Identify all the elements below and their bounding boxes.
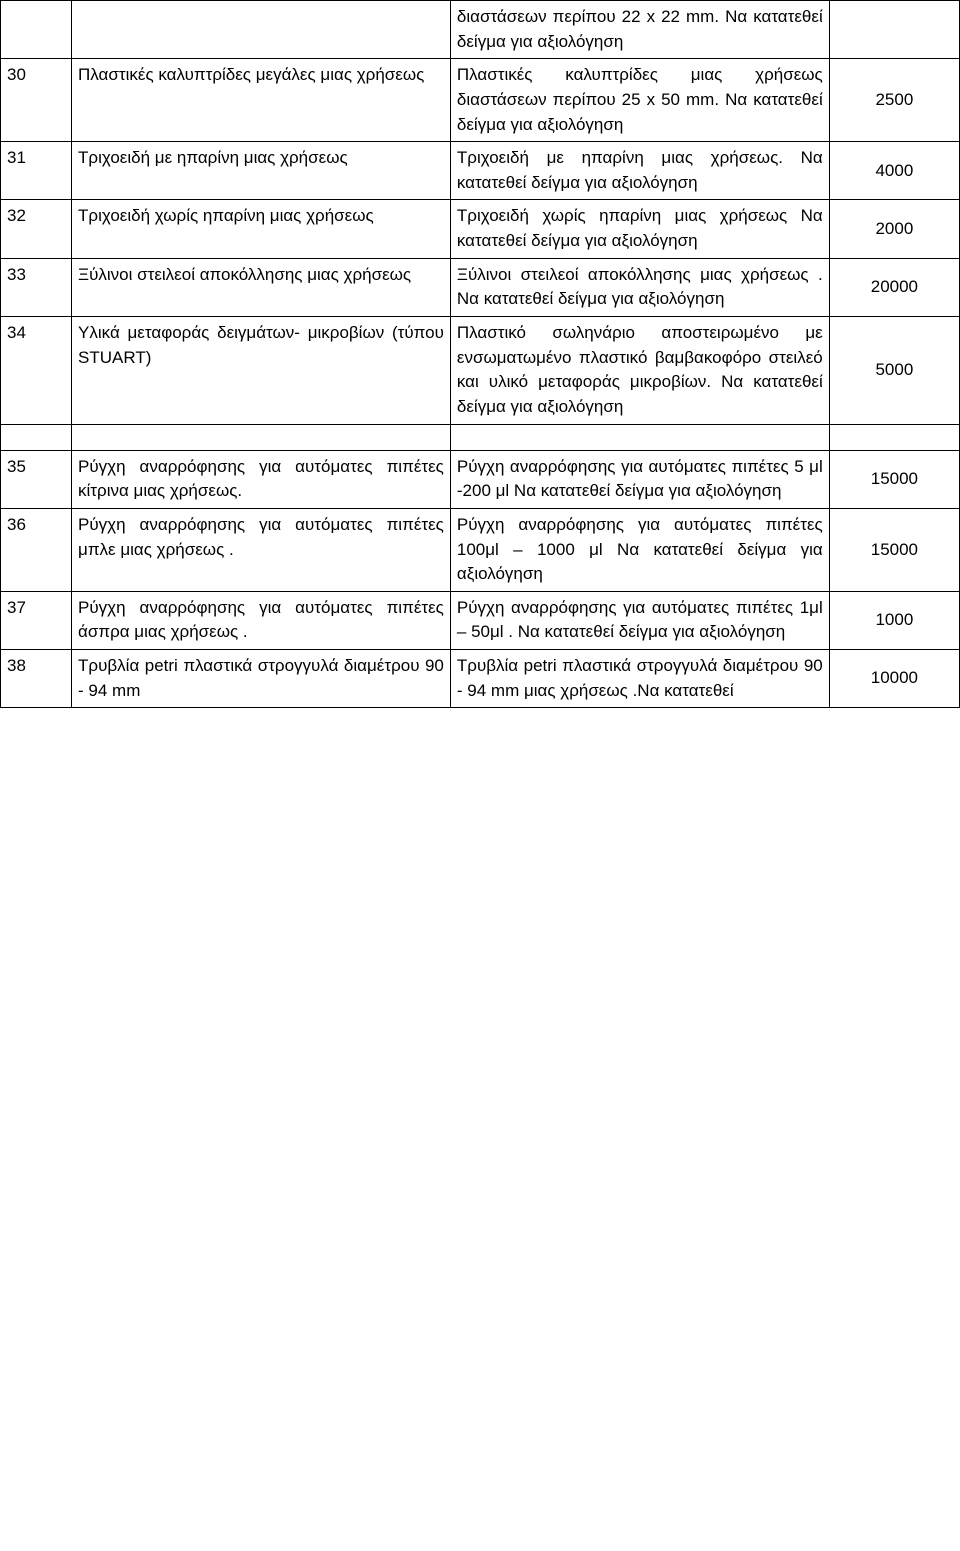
table-row: 30 Πλαστικές καλυπτρίδες μεγάλες μιας χρ…	[1, 59, 960, 142]
spec-table: διαστάσεων περίπου 22 x 22 mm. Να κατατε…	[0, 0, 960, 708]
cell-desc: Ρύγχη αναρρόφησης για αυτόματες πιπέτες …	[72, 591, 451, 649]
cell-num: 34	[1, 317, 72, 425]
cell-qty	[829, 1, 959, 59]
cell-qty: 4000	[829, 142, 959, 200]
cell-spec: διαστάσεων περίπου 22 x 22 mm. Να κατατε…	[450, 1, 829, 59]
cell-num	[1, 1, 72, 59]
cell-num: 30	[1, 59, 72, 142]
cell-num: 32	[1, 200, 72, 258]
cell-qty: 15000	[829, 450, 959, 508]
cell-desc: Ρύγχη αναρρόφησης για αυτόματες πιπέτες …	[72, 508, 451, 591]
cell-spec: Ρύγχη αναρρόφησης για αυτόματες πιπέτες …	[450, 450, 829, 508]
table-row: 36 Ρύγχη αναρρόφησης για αυτόματες πιπέτ…	[1, 508, 960, 591]
table-row-empty	[1, 424, 960, 450]
cell-num: 37	[1, 591, 72, 649]
cell-desc: Πλαστικές καλυπτρίδες μεγάλες μιας χρήσε…	[72, 59, 451, 142]
cell-spec: Ρύγχη αναρρόφησης για αυτόματες πιπέτες …	[450, 591, 829, 649]
table-row: 32 Τριχοειδή χωρίς ηπαρίνη μιας χρήσεως …	[1, 200, 960, 258]
cell-num: 33	[1, 258, 72, 316]
table-row: 38 Τρυβλία petri πλαστικά στρογγυλά διαμ…	[1, 650, 960, 708]
cell-num: 36	[1, 508, 72, 591]
cell-spec: Τρυβλία petri πλαστικά στρογγυλά διαμέτρ…	[450, 650, 829, 708]
cell-desc: Τρυβλία petri πλαστικά στρογγυλά διαμέτρ…	[72, 650, 451, 708]
table-row: 31 Τριχοειδή με ηπαρίνη μιας χρήσεως Τρι…	[1, 142, 960, 200]
cell-num: 38	[1, 650, 72, 708]
cell-qty	[829, 424, 959, 450]
cell-qty: 15000	[829, 508, 959, 591]
table-row: διαστάσεων περίπου 22 x 22 mm. Να κατατε…	[1, 1, 960, 59]
cell-spec: Τριχοειδή χωρίς ηπαρίνη μιας χρήσεως Να …	[450, 200, 829, 258]
cell-qty: 10000	[829, 650, 959, 708]
cell-desc	[72, 424, 451, 450]
table-row: 33 Ξύλινοι στειλεοί αποκόλλησης μιας χρή…	[1, 258, 960, 316]
cell-spec: Τριχοειδή με ηπαρίνη μιας χρήσεως. Να κα…	[450, 142, 829, 200]
cell-qty: 20000	[829, 258, 959, 316]
cell-spec	[450, 424, 829, 450]
cell-desc	[72, 1, 451, 59]
cell-desc: Ξύλινοι στειλεοί αποκόλλησης μιας χρήσεω…	[72, 258, 451, 316]
cell-num: 31	[1, 142, 72, 200]
cell-spec: Πλαστικές καλυπτρίδες μιας χρήσεως διαστ…	[450, 59, 829, 142]
table-row: 34 Υλικά μεταφοράς δειγμάτων- μικροβίων …	[1, 317, 960, 425]
cell-qty: 1000	[829, 591, 959, 649]
cell-desc: Υλικά μεταφοράς δειγμάτων- μικροβίων (τύ…	[72, 317, 451, 425]
cell-desc: Τριχοειδή με ηπαρίνη μιας χρήσεως	[72, 142, 451, 200]
cell-qty: 5000	[829, 317, 959, 425]
cell-qty: 2500	[829, 59, 959, 142]
cell-spec: Ξύλινοι στειλεοί αποκόλλησης μιας χρήσεω…	[450, 258, 829, 316]
cell-num	[1, 424, 72, 450]
table-row: 35 Ρύγχη αναρρόφησης για αυτόματες πιπέτ…	[1, 450, 960, 508]
cell-num: 35	[1, 450, 72, 508]
cell-desc: Τριχοειδή χωρίς ηπαρίνη μιας χρήσεως	[72, 200, 451, 258]
cell-qty: 2000	[829, 200, 959, 258]
cell-spec: Πλαστικό σωληνάριο αποστειρωμένο με ενσω…	[450, 317, 829, 425]
cell-desc: Ρύγχη αναρρόφησης για αυτόματες πιπέτες …	[72, 450, 451, 508]
table-row: 37 Ρύγχη αναρρόφησης για αυτόματες πιπέτ…	[1, 591, 960, 649]
cell-spec: Ρύγχη αναρρόφησης για αυτόματες πιπέτες …	[450, 508, 829, 591]
